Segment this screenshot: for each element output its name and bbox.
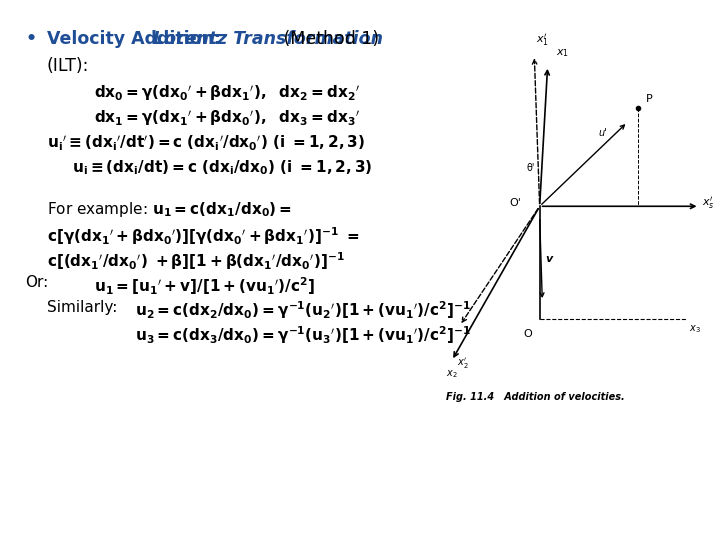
Text: $\mathbf{dx_0 = \gamma(dx_0{^\prime} + \beta dx_1{^\prime}),\ \ dx_2 = dx_2{^\pr: $\mathbf{dx_0 = \gamma(dx_0{^\prime} + \…	[94, 84, 360, 103]
Text: u': u'	[598, 128, 607, 138]
Text: v: v	[545, 254, 552, 265]
Text: $x_2$: $x_2$	[446, 368, 458, 380]
Text: $\mathbf{dx_1 = \gamma(dx_1{^\prime} + \beta dx_0{^\prime}),\ \ dx_3 = dx_3{^\pr: $\mathbf{dx_1 = \gamma(dx_1{^\prime} + \…	[94, 108, 360, 127]
Text: For example: $\mathbf{u_1 = c(dx_1/dx_0) =}$: For example: $\mathbf{u_1 = c(dx_1/dx_0)…	[47, 200, 292, 219]
Text: $x_3$: $x_3$	[689, 323, 701, 335]
Text: O': O'	[509, 198, 521, 208]
Text: $\mathbf{u_3 = c(dx_3/dx_0) = \gamma^{-1}(u_3{^\prime})[1 + (vu_1{^\prime})/c^2]: $\mathbf{u_3 = c(dx_3/dx_0) = \gamma^{-1…	[135, 325, 471, 346]
Text: $\mathbf{u_1 = [u_1{^\prime} + v]/[1 + (vu_1{^\prime})/c^2]}$: $\mathbf{u_1 = [u_1{^\prime} + v]/[1 + (…	[94, 275, 315, 296]
Text: Velocity Addition:: Velocity Addition:	[47, 30, 227, 48]
Text: •: •	[25, 30, 36, 48]
Text: Or:: Or:	[25, 275, 48, 290]
Text: $x_1'$: $x_1'$	[536, 32, 549, 49]
Text: Lorentz Transformation: Lorentz Transformation	[153, 30, 383, 48]
Text: θ': θ'	[526, 163, 535, 173]
Text: Fig. 11.4   Addition of velocities.: Fig. 11.4 Addition of velocities.	[446, 392, 625, 402]
Text: $x_2'$: $x_2'$	[457, 356, 469, 372]
Text: $\mathbf{u_i \equiv (dx_i/dt) = c\ (dx_i/dx_0)\ (i\ =1,2,3)}$: $\mathbf{u_i \equiv (dx_i/dt) = c\ (dx_i…	[72, 159, 372, 178]
Text: (ILT):: (ILT):	[47, 57, 89, 75]
Text: $x_1$: $x_1$	[556, 47, 569, 59]
Text: $\mathbf{u_i{^\prime} \equiv (dx_i{^\prime}/dt{^\prime}) = c\ (dx_i{^\prime}/dx_: $\mathbf{u_i{^\prime} \equiv (dx_i{^\pri…	[47, 133, 365, 153]
Text: P: P	[647, 94, 653, 105]
Text: $\mathbf{u_2 = c(dx_2/dx_0) = \gamma^{-1}(u_2{^\prime})[1 + (vu_1{^\prime})/c^2]: $\mathbf{u_2 = c(dx_2/dx_0) = \gamma^{-1…	[135, 300, 471, 321]
Text: (Method 1): (Method 1)	[278, 30, 379, 48]
Text: $\mathbf{c[\gamma(dx_1{^\prime} + \beta dx_0{^\prime})][\gamma(dx_0{^\prime} + \: $\mathbf{c[\gamma(dx_1{^\prime} + \beta …	[47, 225, 359, 247]
Text: Similarly:: Similarly:	[47, 300, 122, 315]
Text: O: O	[523, 329, 531, 339]
Text: $x_s'$: $x_s'$	[702, 195, 715, 211]
Text: $\mathbf{c[(dx_1{^\prime}/dx_0{^\prime})\ + \beta][1 + \beta(dx_1{^\prime}/dx_0{: $\mathbf{c[(dx_1{^\prime}/dx_0{^\prime})…	[47, 250, 345, 272]
